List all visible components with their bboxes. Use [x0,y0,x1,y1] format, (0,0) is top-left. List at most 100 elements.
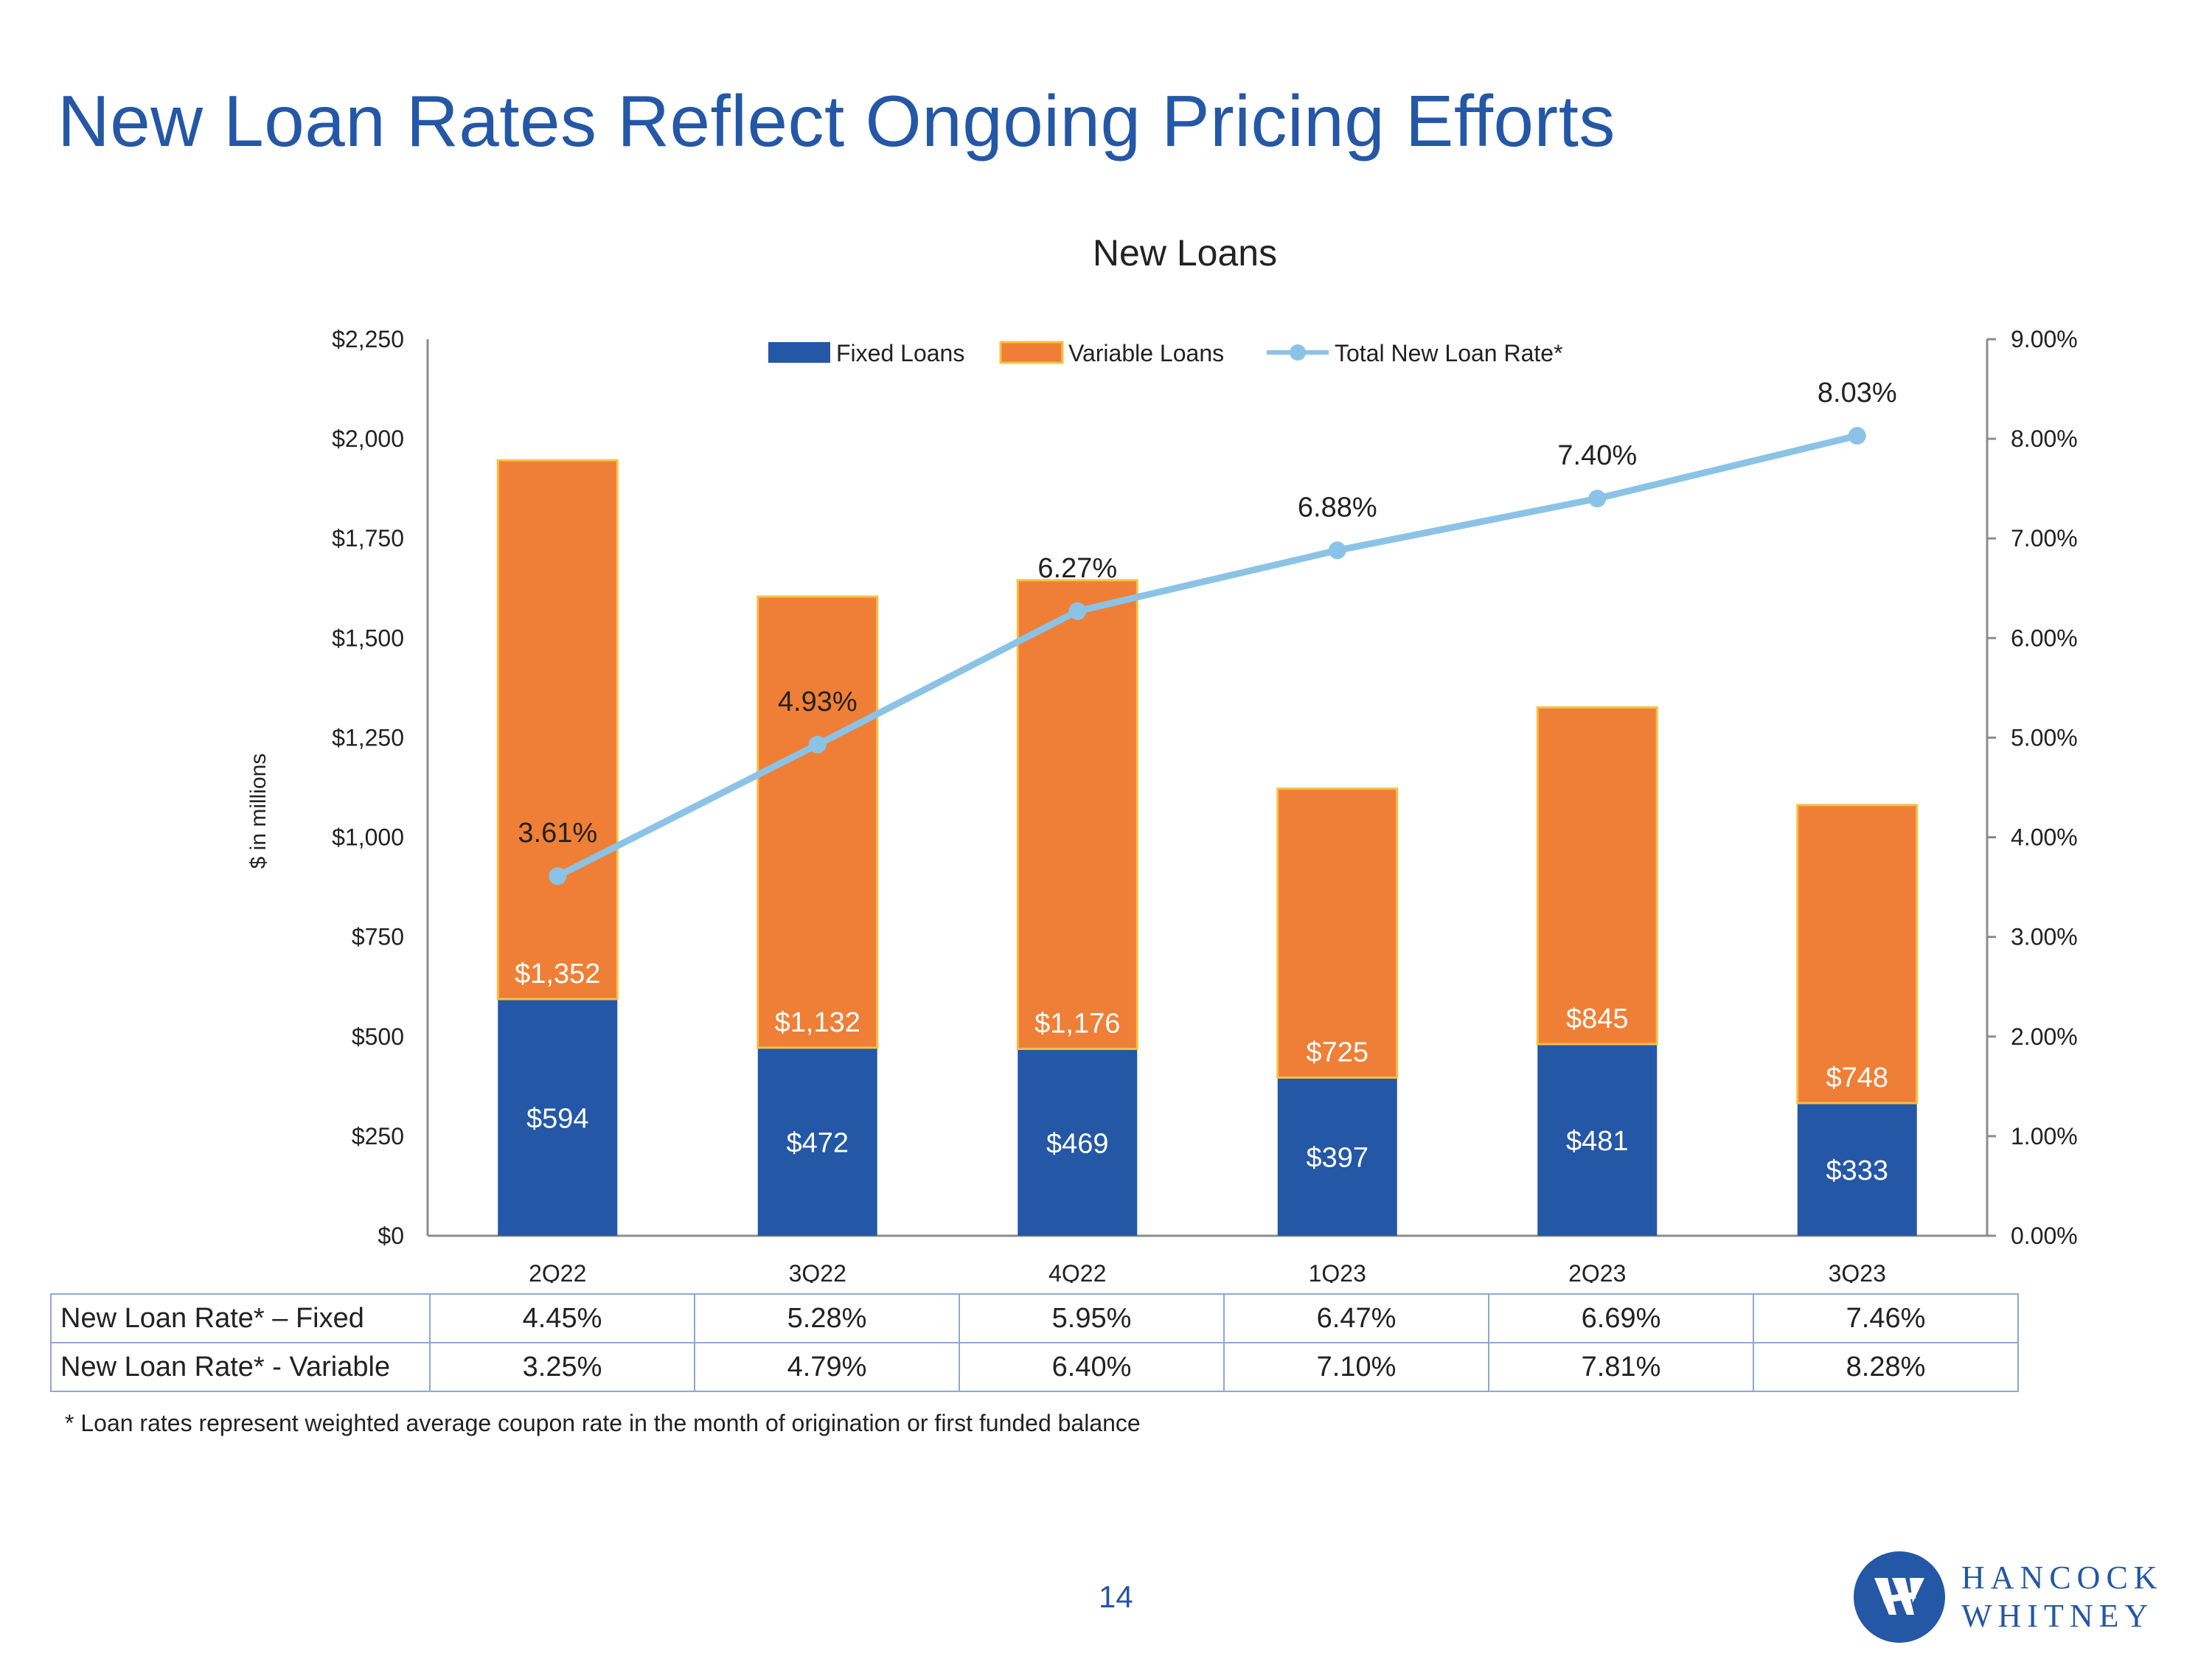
table-row: New Loan Rate* - Variable 3.25% 4.79% 6.40%… [50,1342,2019,1392]
y2-tick-label: 3.00% [2011,924,2078,950]
fixed-loans-bar [757,1047,877,1236]
y2-tick-label: 1.00% [2011,1123,2078,1150]
chart-legend: Fixed Loans Variable Loans Total New Loan … [768,340,1563,366]
hancock-whitney-logo: HANCOCK WHITNEY [1854,1551,2163,1643]
total-new-loan-rate-line [556,432,1858,880]
new-loans-chart: New Loans $ in millions $0 0.00% $250 1.00%… [246,232,2078,1283]
variable-loans-bar [1016,579,1138,1051]
x-tick-label: 2Q23 [1568,1260,1626,1283]
y2-tick-label: 6.00% [2011,625,2078,651]
x-tick-label: 1Q23 [1309,1260,1366,1283]
x-tick-label: 2Q22 [529,1260,586,1283]
rate-data-label: 8.03% [1818,378,1897,408]
variable-loans-bar [1276,787,1399,1079]
fixed-loans-data-label: $469 [1046,1128,1109,1159]
fixed-loans-bar [498,998,618,1236]
variable-loans-data-label: $1,132 [775,1007,860,1038]
rate-data-label: 6.27% [1037,553,1117,584]
x-tick-label: 4Q22 [1048,1260,1106,1283]
page-number: 14 [1099,1579,1133,1614]
legend-fixed-swatch [768,342,830,363]
table-cell: 5.95% [959,1293,1225,1343]
y-tick-label: $500 [352,1023,404,1050]
y2-tick-label: 8.00% [2011,425,2078,452]
rate-data-label: 6.88% [1298,492,1377,523]
fixed-loans-data-label: $594 [526,1103,589,1134]
table-cell: 5.28% [694,1293,960,1343]
y-axis-label: $ in millions [246,754,271,869]
rate-point [1068,602,1087,620]
y-tick-label: $1,000 [332,824,404,851]
chart-labels: $594 $1,352 $472 $1,132 $469 $1,176 $397 $725 $4… [515,378,1896,1186]
y-tick-label: $750 [352,924,404,950]
table-cell: 7.46% [1753,1293,2019,1343]
legend-rate-marker [1290,344,1306,361]
legend-variable-label: Variable Loans [1068,340,1224,366]
table-cell: 4.45% [429,1293,695,1343]
table-cell: 6.40% [959,1342,1225,1392]
variable-loans-bar [496,459,619,1001]
fixed-loans-data-label: $333 [1826,1155,1888,1186]
rate-point [1848,427,1866,445]
legend-rate-label: Total New Loan Rate* [1335,340,1563,366]
table-cell: 6.47% [1223,1293,1489,1343]
table-cell: 7.10% [1223,1342,1489,1392]
chart-title: New Loans [1093,232,1277,274]
hancock-whitney-logo-icon [1854,1551,1945,1643]
table-cell: 8.28% [1753,1342,2019,1392]
table-row: New Loan Rate* – Fixed 4.45% 5.28% 5.95% 6.4… [50,1293,2019,1343]
variable-loans-data-label: $1,176 [1034,1009,1120,1040]
chart-rate-line [549,427,1866,886]
variable-loans-data-label: $1,352 [515,959,600,990]
x-tick-label: 3Q23 [1829,1260,1886,1283]
logo-line-1: HANCOCK [1961,1559,2163,1596]
fixed-loans-bar [1277,1077,1397,1236]
y2-tick-label: 9.00% [2011,326,2078,352]
legend-variable-swatch [999,341,1064,364]
fixed-loans-bar [1018,1048,1138,1236]
fixed-loans-data-label: $481 [1566,1126,1629,1157]
table-cell: 6.69% [1488,1293,1754,1343]
y-tick-label: $0 [378,1222,404,1249]
rate-data-label: 7.40% [1557,440,1637,471]
rate-point [808,735,827,754]
x-tick-label: 3Q22 [789,1260,846,1283]
fixed-loans-data-label: $397 [1306,1143,1368,1174]
variable-loans-data-label: $725 [1306,1037,1368,1068]
table-cell: 3.25% [429,1342,695,1392]
chart-bars [496,459,1919,1236]
rate-point [549,867,567,886]
chart-axes: $0 0.00% $250 1.00% $500 2.00% $750 3.00% $1,000… [332,326,2078,1283]
y2-tick-label: 5.00% [2011,724,2078,751]
y-tick-label: $2,250 [332,326,404,352]
y2-tick-label: 7.00% [2011,525,2078,552]
y-tick-label: $1,500 [332,625,404,651]
rate-point [1588,490,1607,508]
loan-rate-table: New Loan Rate* – Fixed 4.45% 5.28% 5.95% 6.4… [50,1293,2019,1392]
variable-loans-bar [1796,804,1919,1105]
y2-tick-label: 0.00% [2011,1222,2078,1249]
y-tick-label: $250 [352,1123,404,1150]
table-cell: 7.81% [1488,1342,1754,1392]
footnote: * Loan rates represent weighted average … [65,1410,1141,1436]
page-title: New Loan Rates Reflect Ongoing Pricing E… [58,80,1615,161]
y2-tick-label: 4.00% [2011,824,2078,851]
fixed-loans-bar [1797,1103,1917,1236]
table-cell: 4.79% [694,1342,960,1392]
table-row-label: New Loan Rate* - Variable [50,1342,431,1392]
fixed-loans-data-label: $472 [786,1127,849,1158]
y2-tick-label: 2.00% [2011,1023,2078,1050]
y-tick-label: $1,750 [332,525,404,552]
variable-loans-bar [1536,706,1658,1046]
table-row-label: New Loan Rate* – Fixed [50,1293,431,1343]
rate-point [1328,541,1346,560]
variable-loans-data-label: $748 [1826,1062,1888,1093]
y-tick-label: $2,000 [332,425,404,452]
variable-loans-bar [757,595,879,1049]
logo-line-2: WHITNEY [1961,1598,2154,1634]
y-tick-label: $1,250 [332,724,404,751]
rate-data-label: 4.93% [778,686,858,717]
rate-data-label: 3.61% [518,818,597,849]
legend-fixed-label: Fixed Loans [836,340,964,366]
fixed-loans-bar [1537,1044,1658,1236]
